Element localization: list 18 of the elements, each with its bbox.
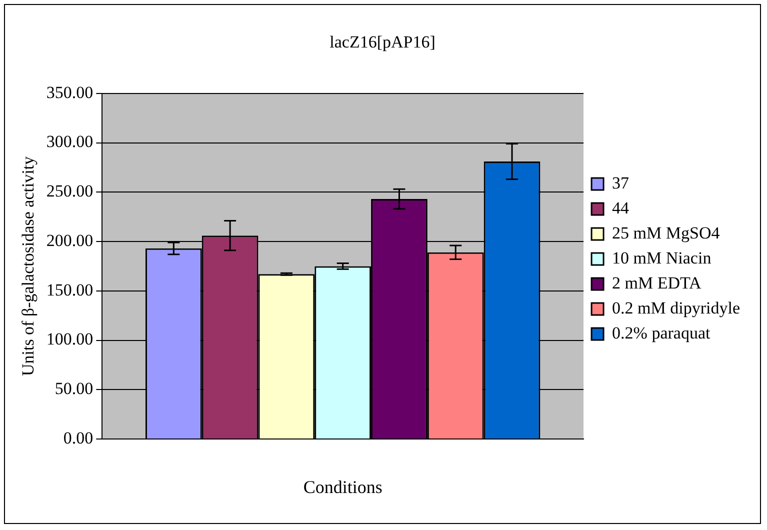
y-tick-label: 0.00 (63, 428, 94, 448)
legend-label: 2 mM EDTA (612, 273, 702, 292)
y-tick-label: 200.00 (46, 230, 94, 250)
legend-label: 0.2 mM dipyridyle (612, 298, 740, 318)
y-tick-label: 150.00 (46, 280, 94, 300)
legend-label: 44 (612, 198, 630, 218)
legend-label: 10 mM Niacin (612, 248, 712, 268)
y-axis-title: Units of β-galactosidase activity (18, 156, 38, 376)
legend-label: 0.2% paraquat (612, 323, 710, 342)
legend-label: 37 (612, 173, 630, 192)
legend-label: 25 mM MgSO4 (612, 223, 720, 242)
y-tick-label: 350.00 (46, 82, 94, 102)
x-axis-title: Conditions (303, 476, 382, 497)
y-tick-label: 250.00 (46, 182, 94, 201)
chart-title: lacZ16[pAP16] (330, 32, 436, 52)
y-tick-label: 300.00 (46, 132, 94, 152)
y-tick-label: 100.00 (46, 330, 94, 349)
y-tick-label: 50.00 (54, 379, 94, 398)
